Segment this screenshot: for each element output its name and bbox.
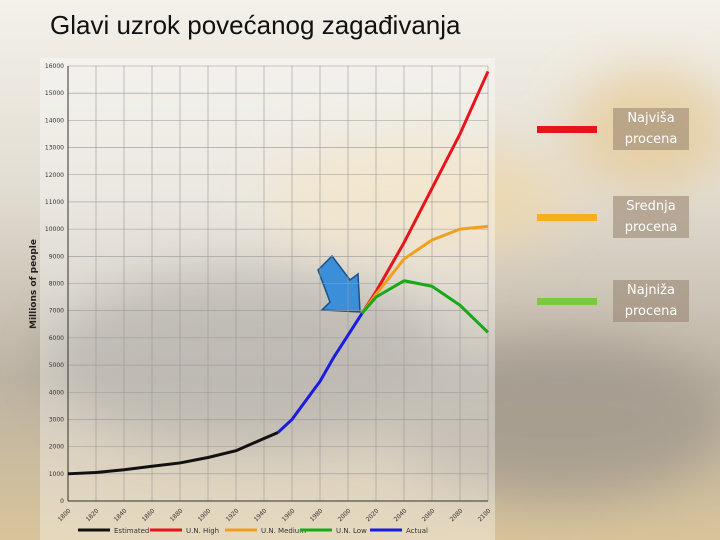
y-tick-label: 4000 bbox=[49, 389, 64, 396]
y-tick-label: 9000 bbox=[49, 253, 64, 260]
y-tick-label: 0 bbox=[60, 498, 64, 505]
y-tick-label: 3000 bbox=[49, 416, 64, 423]
slide-title: Glavi uzrok povećanog zagađivanja bbox=[50, 10, 461, 40]
y-tick-label: 12000 bbox=[45, 172, 64, 179]
y-tick-label: 2000 bbox=[49, 444, 64, 451]
y-tick-label: 6000 bbox=[49, 335, 64, 342]
series-line bbox=[360, 279, 490, 334]
y-tick-label: 16000 bbox=[45, 63, 64, 70]
legend-label: U.N. Medium bbox=[261, 527, 306, 535]
callout-text: Najniža procena bbox=[613, 280, 689, 322]
callout-swatch bbox=[537, 214, 597, 221]
chart-panel bbox=[40, 58, 495, 540]
callout-swatch bbox=[537, 126, 597, 133]
y-tick-label: 15000 bbox=[45, 90, 64, 97]
y-axis-label: Millions of people bbox=[29, 239, 39, 329]
y-tick-label: 14000 bbox=[45, 117, 64, 124]
y-tick-label: 10000 bbox=[45, 226, 64, 233]
callout-swatch bbox=[537, 298, 597, 305]
callout-text: Srednja procena bbox=[613, 196, 689, 238]
y-tick-label: 5000 bbox=[49, 362, 64, 369]
y-tick-label: 8000 bbox=[49, 281, 64, 288]
y-tick-label: 7000 bbox=[49, 308, 64, 315]
y-tick-label: 13000 bbox=[45, 145, 64, 152]
series-line bbox=[276, 312, 364, 434]
pointer-arrow bbox=[317, 254, 361, 313]
legend-label: Estimated bbox=[114, 527, 149, 535]
callout-text: Najviša procena bbox=[613, 108, 689, 150]
series-line bbox=[67, 431, 279, 476]
legend-label: U.N. Low bbox=[336, 527, 367, 535]
legend-label: U.N. High bbox=[186, 527, 219, 535]
y-tick-label: 1000 bbox=[49, 471, 64, 478]
y-tick-label: 11000 bbox=[45, 199, 64, 206]
legend-label: Actual bbox=[406, 527, 428, 535]
